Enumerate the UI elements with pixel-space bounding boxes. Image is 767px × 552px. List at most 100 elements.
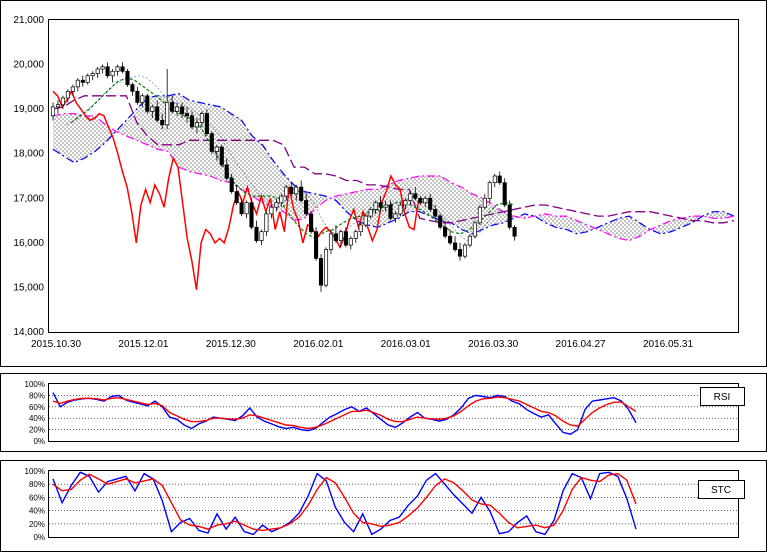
tenkan-line — [66, 75, 515, 241]
main-plot-area — [48, 19, 739, 333]
x-tick-label: 2016.03.30 — [468, 339, 518, 350]
candle-body — [284, 186, 289, 197]
y-tick-label: 100% — [25, 467, 45, 476]
candle-body — [408, 193, 413, 201]
candle-body — [239, 202, 244, 215]
candle-body — [373, 202, 378, 210]
stc-y-axis: 0% 20% 40% 60% 80% 100% — [25, 467, 45, 542]
candle-body — [413, 193, 418, 199]
candle-body — [229, 177, 234, 192]
candle-body — [353, 231, 358, 239]
candle-body — [368, 209, 373, 217]
y-tick-label: 80% — [29, 391, 45, 400]
candle-body — [294, 186, 299, 195]
candle-body — [304, 200, 309, 215]
y-tick-label: 80% — [29, 480, 45, 489]
candle-body — [448, 235, 453, 244]
candle-body — [259, 231, 264, 241]
y-tick-label: 14,000 — [13, 327, 44, 338]
y-tick-label: 100% — [25, 380, 45, 389]
rsi-legend: RSI — [700, 387, 745, 406]
candle-body — [487, 182, 492, 199]
candle-body — [453, 242, 458, 250]
candle-body — [175, 106, 180, 112]
main-x-axis: 2015.10.30 2015.12.01 2015.12.30 2016.02.01… — [31, 339, 693, 350]
candle-body — [428, 197, 433, 210]
candle-body — [438, 215, 443, 228]
candle-body — [50, 106, 56, 117]
x-tick-label: 2015.12.01 — [118, 339, 168, 350]
candle-body — [60, 97, 65, 106]
main-plot — [50, 62, 735, 292]
candle-body — [363, 215, 368, 226]
senkou-span-b-line — [52, 112, 735, 242]
candle-body — [120, 66, 125, 72]
candle-body — [497, 175, 502, 184]
candle-body — [254, 226, 259, 242]
ichimoku-cloud — [53, 93, 734, 241]
candle-body — [388, 204, 393, 219]
candle-body — [100, 66, 105, 70]
y-tick-label: 40% — [29, 414, 45, 423]
candle-body — [165, 102, 170, 126]
x-tick-label: 2015.10.30 — [31, 339, 81, 350]
candle-body — [90, 73, 95, 77]
candle-body — [155, 106, 160, 121]
candle-body — [204, 113, 209, 135]
candle-body — [130, 84, 135, 92]
series-line-red — [52, 472, 637, 532]
candle-body — [383, 204, 388, 208]
y-tick-label: 19,000 — [13, 104, 44, 115]
stc-legend-label: STC — [711, 485, 731, 496]
candle-body — [170, 102, 175, 112]
candle-body — [457, 249, 463, 257]
candle-body — [70, 86, 75, 92]
stc-legend-box — [698, 480, 745, 499]
candle-body — [512, 226, 517, 237]
candle-body — [234, 191, 239, 204]
x-tick-label: 2015.12.30 — [206, 339, 256, 350]
candle-body — [433, 209, 438, 217]
candle-body — [249, 202, 254, 228]
candle-body — [65, 90, 70, 99]
candle-body — [378, 202, 383, 208]
candle-body — [492, 175, 497, 184]
moving-average-line — [52, 95, 735, 224]
candle-body — [95, 68, 100, 74]
candle-body — [105, 66, 110, 77]
candle-body — [393, 213, 398, 219]
candle-body — [80, 79, 85, 83]
y-tick-label: 21,000 — [13, 15, 44, 26]
candle-body — [477, 206, 482, 224]
x-tick-label: 2016.05.31 — [643, 339, 693, 350]
y-tick-label: 60% — [29, 493, 45, 502]
x-tick-label: 2016.02.01 — [293, 339, 343, 350]
candle-body — [135, 90, 140, 103]
rsi-legend-box — [700, 387, 745, 406]
rsi-y-axis: 0% 20% 40% 60% 80% 100% — [25, 380, 45, 446]
candle-body — [467, 235, 472, 246]
series-line-blue — [52, 471, 637, 536]
candle-body — [289, 186, 294, 195]
candle-body — [323, 249, 329, 286]
candle-body — [338, 231, 343, 241]
rsi-legend-label: RSI — [714, 392, 731, 403]
candle-body — [309, 213, 314, 233]
rsi-plot-area — [48, 383, 739, 442]
y-tick-label: 0% — [33, 533, 45, 542]
candle-body — [264, 213, 269, 233]
y-tick-label: 20% — [29, 520, 45, 529]
candle-body — [418, 197, 423, 204]
stc-plot — [52, 471, 637, 536]
y-tick-label: 60% — [29, 403, 45, 412]
candle-body — [318, 258, 324, 286]
x-tick-label: 2016.04.27 — [556, 339, 606, 350]
candle-body — [110, 70, 115, 77]
candle-body — [269, 206, 274, 215]
candle-body — [472, 222, 477, 237]
candle-body — [244, 202, 249, 215]
stc-legend: STC — [698, 480, 745, 499]
candle-body — [314, 231, 319, 259]
